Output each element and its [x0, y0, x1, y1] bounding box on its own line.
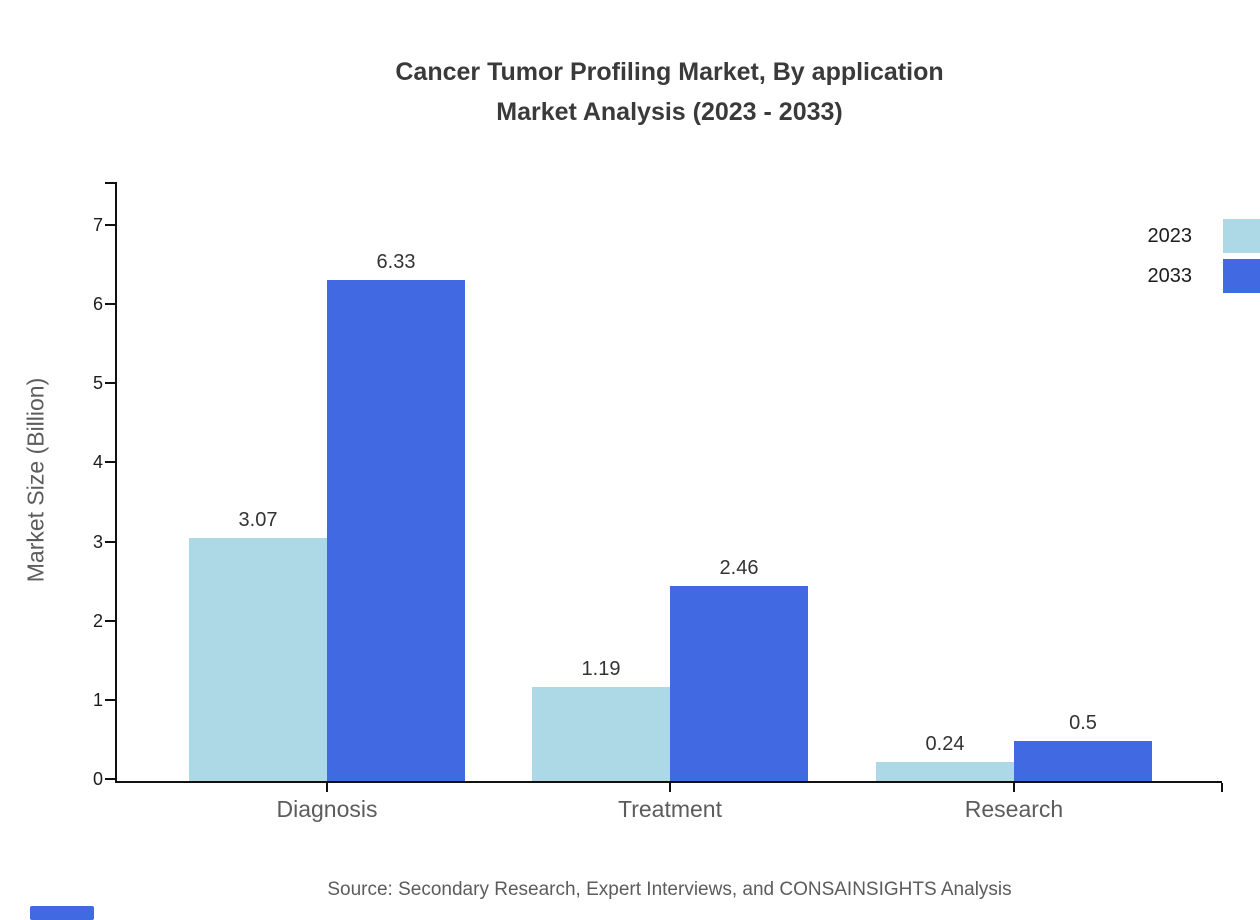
brand-mark	[30, 906, 94, 920]
chart-title-line-2: Market Analysis (2023 - 2033)	[496, 98, 843, 126]
y-tick	[105, 461, 115, 463]
value-label-2023-diagnosis: 3.07	[238, 509, 278, 531]
legend-swatch-2023	[1223, 219, 1260, 253]
y-tick	[105, 541, 115, 543]
y-tick	[105, 620, 115, 622]
bar-2023-treatment	[532, 687, 670, 781]
value-label-2033-treatment: 2.46	[719, 557, 759, 579]
legend-label-2023: 2023	[1147, 225, 1193, 247]
y-tick	[105, 382, 115, 384]
x-axis-line	[115, 781, 1222, 783]
y-axis-title: Market Size (Billion)	[22, 377, 49, 583]
y-tick-label: 5	[92, 373, 103, 393]
y-tick	[105, 778, 115, 780]
x-axis-end-tick	[1221, 783, 1223, 792]
x-category-label-diagnosis: Diagnosis	[276, 796, 378, 822]
bar-2033-diagnosis	[327, 280, 465, 781]
chart-title-line-1: Cancer Tumor Profiling Market, By applic…	[395, 58, 944, 86]
x-tick	[669, 783, 671, 792]
y-tick	[105, 224, 115, 226]
value-label-2033-research: 0.5	[1069, 712, 1097, 734]
x-category-label-research: Research	[964, 796, 1064, 822]
value-label-2033-diagnosis: 6.33	[376, 251, 416, 273]
y-axis-line	[115, 182, 117, 783]
y-tick-label: 7	[92, 215, 103, 235]
chart-title: Cancer Tumor Profiling Market, By applic…	[117, 52, 1222, 132]
bar-2023-research	[876, 762, 1014, 781]
value-label-2023-treatment: 1.19	[581, 658, 621, 680]
bar-2033-research	[1014, 741, 1152, 781]
x-category-label-treatment: Treatment	[618, 796, 722, 822]
y-tick-label: 1	[92, 690, 103, 710]
bar-2023-diagnosis	[189, 538, 327, 781]
y-tick	[105, 699, 115, 701]
y-tick	[105, 303, 115, 305]
x-tick	[1013, 783, 1015, 792]
y-tick-label: 4	[92, 452, 103, 472]
x-tick	[326, 783, 328, 792]
y-tick-label: 2	[92, 611, 103, 631]
bar-2033-treatment	[670, 586, 808, 781]
legend-label-2033: 2033	[1147, 265, 1193, 287]
y-axis-end-tick	[105, 182, 115, 184]
y-tick-label: 0	[92, 769, 103, 789]
source-note: Source: Secondary Research, Expert Inter…	[327, 879, 1012, 900]
y-tick-label: 6	[92, 294, 103, 314]
y-tick-label: 3	[92, 532, 103, 552]
legend-swatch-2033	[1223, 259, 1260, 293]
value-label-2023-research: 0.24	[925, 733, 965, 755]
